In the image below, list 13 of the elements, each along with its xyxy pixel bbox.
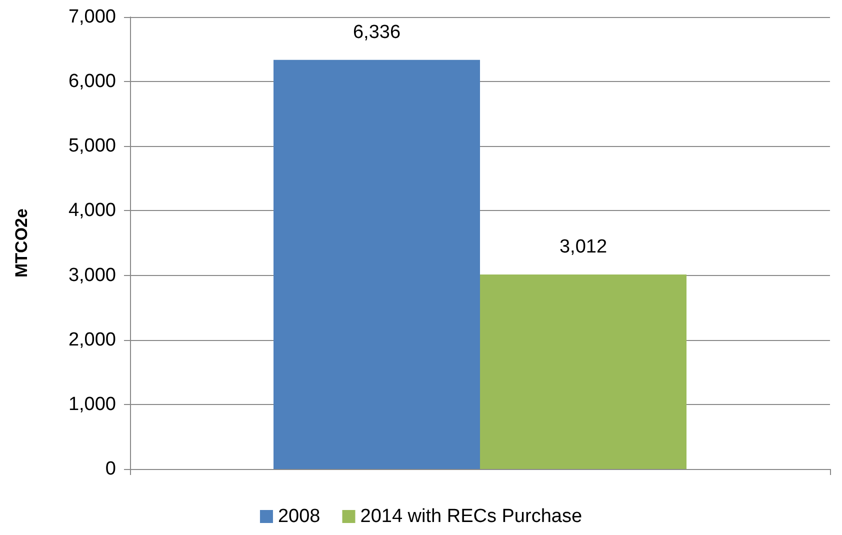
- y-tick-label: 2,000: [68, 329, 116, 350]
- y-tick-label: 3,000: [68, 264, 116, 286]
- data-label: 3,012: [559, 236, 608, 258]
- data-label: 6,336: [352, 22, 401, 43]
- y-tick-label: 0: [105, 458, 116, 480]
- y-tick-label: 6,000: [68, 71, 116, 92]
- legend-label: 2014 with RECs Purchase: [360, 506, 582, 527]
- y-tick-label: 7,000: [68, 6, 116, 28]
- y-axis-title: MTCO2e: [12, 208, 31, 278]
- y-tick-label: 5,000: [68, 136, 116, 157]
- legend-label: 2008: [278, 506, 320, 527]
- y-tick-label: 4,000: [68, 200, 116, 222]
- y-tick-label: 1,000: [68, 394, 116, 415]
